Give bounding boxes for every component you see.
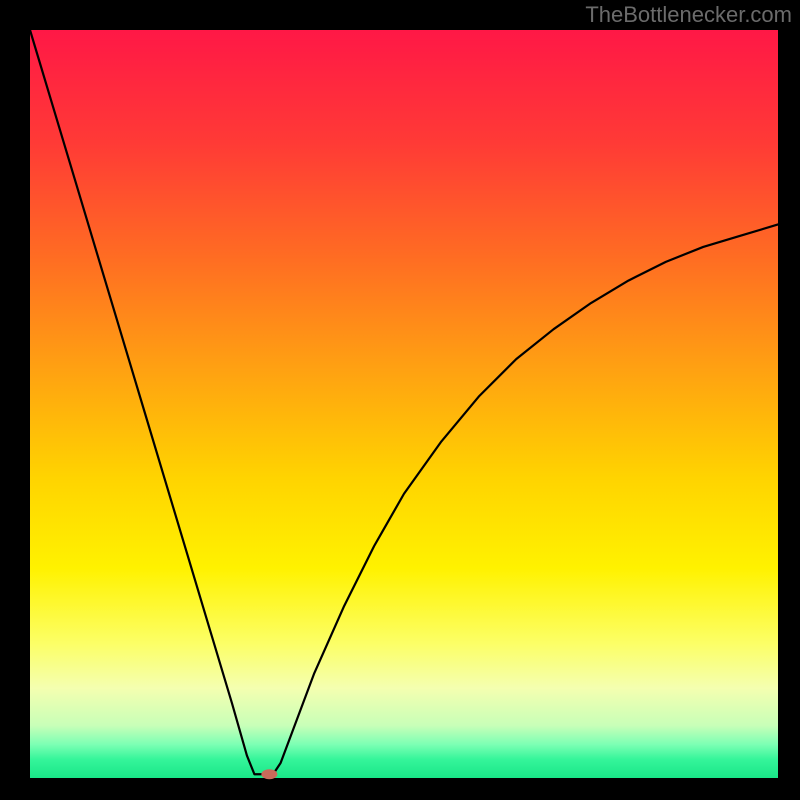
watermark-text: TheBottlenecker.com [585, 2, 792, 28]
bottleneck-chart [0, 0, 800, 800]
optimal-marker [261, 769, 277, 779]
